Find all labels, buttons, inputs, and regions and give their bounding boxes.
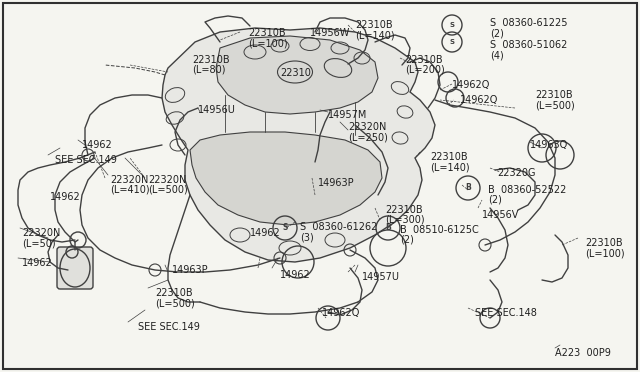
Text: 14956U: 14956U	[198, 105, 236, 115]
Text: 14962: 14962	[50, 192, 81, 202]
Text: (L=50): (L=50)	[22, 238, 56, 248]
Text: (L=140): (L=140)	[430, 162, 470, 172]
Text: 14956W: 14956W	[310, 28, 350, 38]
Text: SEE SEC.149: SEE SEC.149	[138, 322, 200, 332]
Text: (L=500): (L=500)	[155, 298, 195, 308]
Text: SEE SEC.148: SEE SEC.148	[475, 308, 537, 318]
Text: S  08360-61225: S 08360-61225	[490, 18, 568, 28]
Text: SEE SEC.149: SEE SEC.149	[55, 155, 117, 165]
Text: (L=100): (L=100)	[585, 248, 625, 258]
Text: (L=250): (L=250)	[348, 132, 388, 142]
Text: (L=100): (L=100)	[248, 38, 287, 48]
Text: 22310B: 22310B	[535, 90, 573, 100]
Text: (L=410): (L=410)	[110, 185, 150, 195]
Text: 14957M: 14957M	[328, 110, 367, 120]
Text: 22320N: 22320N	[348, 122, 387, 132]
Text: 14962Q: 14962Q	[322, 308, 360, 318]
Polygon shape	[190, 132, 382, 225]
Polygon shape	[162, 28, 435, 262]
Text: (L=80): (L=80)	[192, 65, 225, 75]
Text: 22320N: 22320N	[110, 175, 148, 185]
Text: 14962: 14962	[22, 258, 52, 268]
Text: 22310: 22310	[280, 68, 311, 78]
Text: (4): (4)	[490, 50, 504, 60]
Text: S  08360-51062: S 08360-51062	[490, 40, 568, 50]
Text: 22310B: 22310B	[385, 205, 422, 215]
Text: 14962: 14962	[82, 140, 113, 150]
Text: 14962Q: 14962Q	[452, 80, 490, 90]
Text: 22320G: 22320G	[497, 168, 536, 178]
Text: 22310B: 22310B	[192, 55, 230, 65]
Text: (2): (2)	[490, 28, 504, 38]
Text: 14963Q: 14963Q	[530, 140, 568, 150]
Text: 14963P: 14963P	[318, 178, 355, 188]
Text: 14963P: 14963P	[172, 265, 209, 275]
Text: 22310B: 22310B	[355, 20, 392, 30]
Text: 22310B: 22310B	[585, 238, 623, 248]
Text: 14956V: 14956V	[482, 210, 520, 220]
Text: S: S	[282, 224, 288, 232]
Text: (L=500): (L=500)	[535, 100, 575, 110]
Text: B: B	[465, 183, 471, 192]
Text: B  08510-6125C: B 08510-6125C	[400, 225, 479, 235]
Text: (L=140): (L=140)	[355, 30, 395, 40]
Text: 22310B: 22310B	[430, 152, 468, 162]
Text: (2): (2)	[400, 235, 414, 245]
Text: 22310B: 22310B	[155, 288, 193, 298]
Text: B  08360-52522: B 08360-52522	[488, 185, 566, 195]
Text: 14962Q: 14962Q	[460, 95, 499, 105]
Text: (2): (2)	[488, 195, 502, 205]
Text: S: S	[449, 39, 454, 45]
Text: (L=500): (L=500)	[148, 185, 188, 195]
FancyBboxPatch shape	[57, 247, 93, 289]
Polygon shape	[216, 36, 378, 114]
Text: 22310B: 22310B	[248, 28, 285, 38]
Text: (3): (3)	[300, 232, 314, 242]
Text: 14962: 14962	[250, 228, 281, 238]
Text: 14962: 14962	[280, 270, 311, 280]
Text: S: S	[449, 22, 454, 28]
Text: 22320N: 22320N	[22, 228, 60, 238]
Text: S  08360-61262: S 08360-61262	[300, 222, 378, 232]
Text: 22320N: 22320N	[148, 175, 186, 185]
Text: 14957U: 14957U	[362, 272, 400, 282]
Text: (L=200): (L=200)	[405, 65, 445, 75]
Text: B: B	[385, 224, 391, 232]
Text: 22310B: 22310B	[405, 55, 443, 65]
Text: (L=300): (L=300)	[385, 215, 424, 225]
Text: A223  00P9: A223 00P9	[555, 348, 611, 358]
